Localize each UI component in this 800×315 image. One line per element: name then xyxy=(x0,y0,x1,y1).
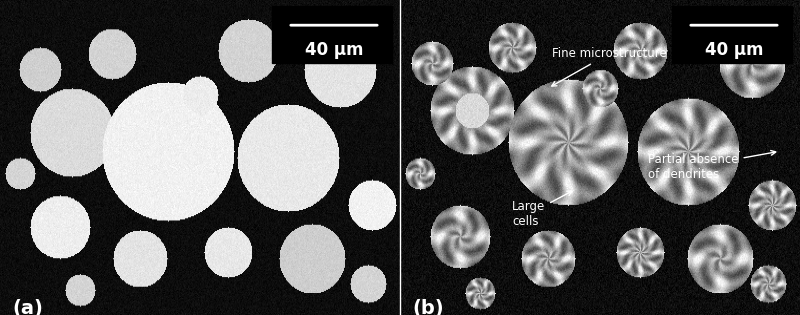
Text: Partial absence
of dendrites: Partial absence of dendrites xyxy=(648,151,776,181)
Text: (b): (b) xyxy=(412,299,444,315)
Text: Fine microstructure: Fine microstructure xyxy=(552,47,666,86)
FancyBboxPatch shape xyxy=(672,6,792,63)
Text: Large
cells: Large cells xyxy=(512,191,572,228)
Text: (a): (a) xyxy=(12,299,43,315)
Text: 40 μm: 40 μm xyxy=(705,41,763,59)
Text: 40 μm: 40 μm xyxy=(305,41,363,59)
FancyBboxPatch shape xyxy=(272,6,392,63)
